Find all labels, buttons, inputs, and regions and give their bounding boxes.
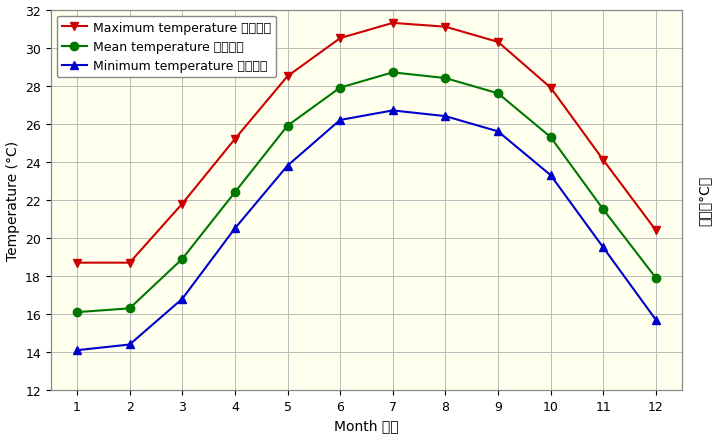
Legend: Maximum temperature 最高氣溫, Mean temperature 平均氣溫, Minimum temperature 最低氣溫: Maximum temperature 最高氣溫, Mean temperatu… <box>57 17 276 78</box>
Y-axis label: Temperature (°C): Temperature (°C) <box>6 141 19 260</box>
X-axis label: Month 月份: Month 月份 <box>334 418 399 432</box>
Y-axis label: 氣溫（°C）: 氣溫（°C） <box>698 175 711 226</box>
